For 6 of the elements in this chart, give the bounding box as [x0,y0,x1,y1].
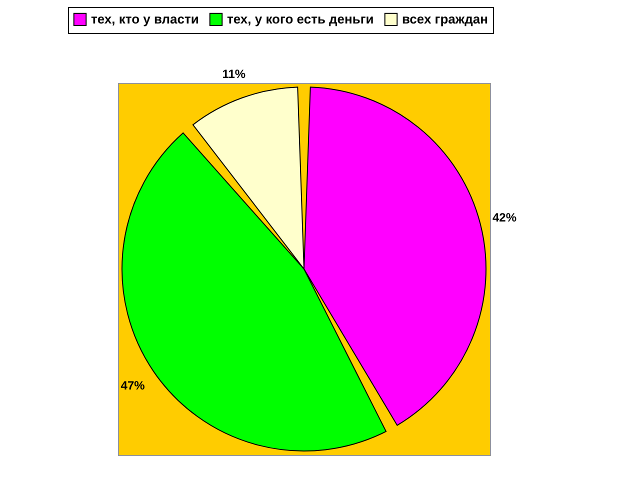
legend-label: всех граждан [402,11,488,26]
legend-label: тех, кто у власти [91,11,199,26]
data-label: 42% [492,210,517,225]
data-label: 11% [222,67,246,82]
legend-label: тех, у кого есть деньги [227,11,374,26]
data-label: 47% [120,378,146,392]
